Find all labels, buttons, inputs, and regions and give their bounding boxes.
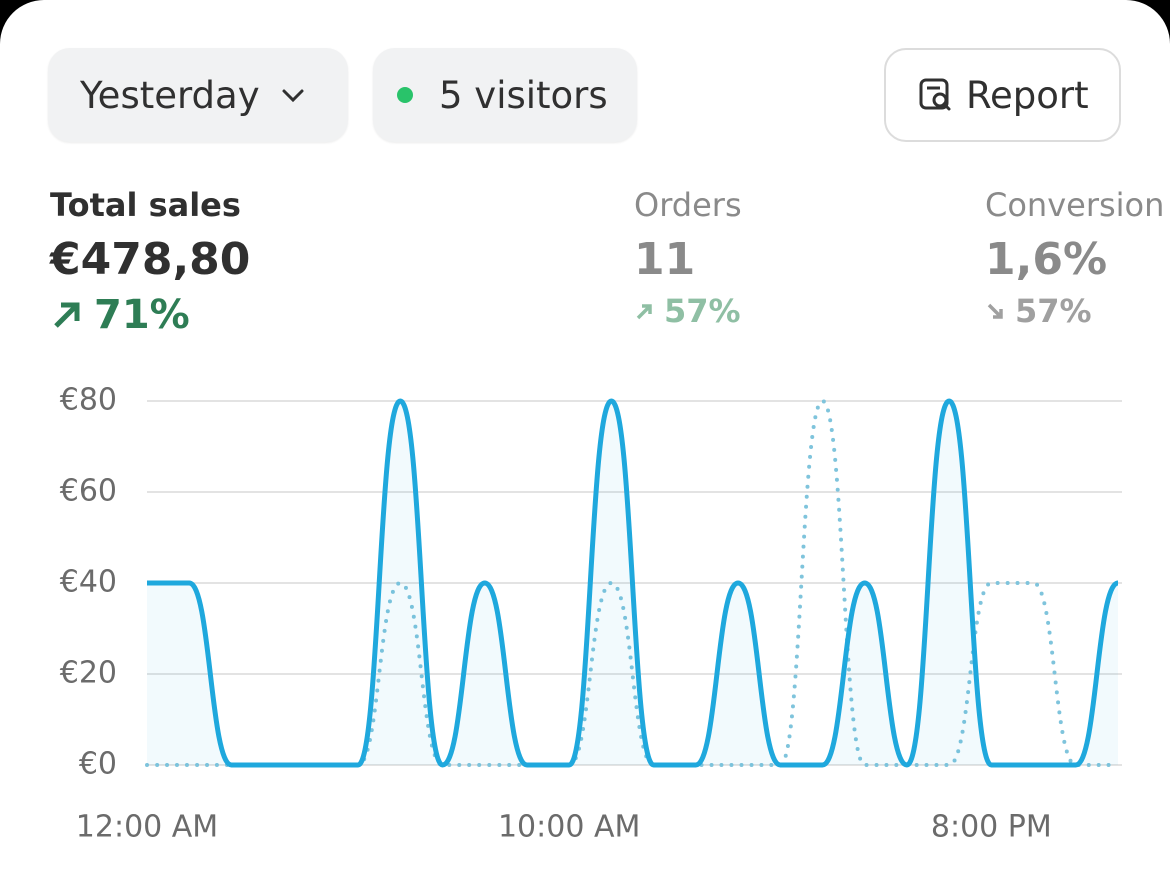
line [147, 398, 1120, 768]
y-tick-label: €80 [60, 383, 117, 418]
change-text: 57% [664, 292, 741, 330]
visitors-text: 5 visitors [439, 73, 608, 117]
metric-label: Total sales [50, 186, 241, 224]
metric-label: Conversion [985, 186, 1165, 224]
metric-change: 71% [50, 292, 250, 338]
y-tick-label: €20 [60, 656, 117, 691]
visitors-button[interactable]: 5 visitors [373, 48, 637, 142]
live-dot [397, 87, 413, 103]
report-icon [919, 78, 951, 111]
x-tick-label: 10:00 AM [498, 810, 640, 845]
y-tick-label: €60 [60, 474, 117, 509]
metric-change: 57% [634, 292, 742, 330]
metric: Orders 11 57% [634, 186, 742, 330]
arrow-up [636, 304, 652, 320]
metric-change: 57% [985, 292, 1164, 330]
y-tick-label: €40 [60, 565, 117, 600]
metric-value: 11 [634, 234, 696, 285]
arrow-up [54, 302, 80, 328]
chevron [282, 89, 304, 103]
period-selector[interactable]: Yesterday [48, 48, 348, 142]
change-text: 57% [1015, 292, 1092, 330]
change-text: 71% [94, 292, 190, 338]
period-text: Yesterday [80, 73, 260, 117]
x-tick-label: 8:00 PM [931, 810, 1052, 845]
metric-value: €478,80 [50, 234, 251, 285]
metric-label: Orders [634, 186, 742, 224]
x-tick-label: 12:00 AM [76, 810, 218, 845]
metric: Total sales €478,80 71% [50, 186, 250, 338]
metric: Conversion 1,6% 57% [985, 186, 1164, 330]
report-text: Report [966, 73, 1089, 117]
report-button[interactable]: Report [884, 48, 1121, 142]
metric-value: 1,6% [985, 234, 1108, 285]
y-tick-label: €0 [79, 747, 117, 782]
arrow-down [987, 303, 1003, 319]
